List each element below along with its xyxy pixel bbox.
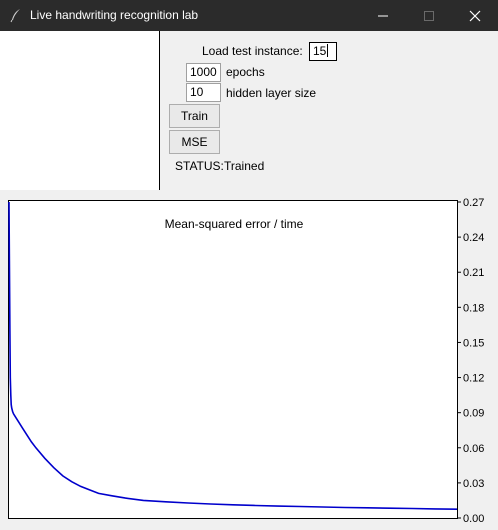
minimize-button[interactable]: [360, 0, 406, 31]
title-bar: Live handwriting recognition lab: [0, 0, 498, 31]
hidden-layer-input[interactable]: 10: [186, 83, 221, 102]
panel-divider: [159, 31, 160, 190]
hidden-layer-value: 10: [190, 85, 204, 99]
train-button[interactable]: Train: [169, 104, 220, 128]
epochs-label: epochs: [226, 65, 265, 79]
maximize-button[interactable]: [406, 0, 452, 31]
chart-title: Mean-squared error / time: [164, 217, 304, 231]
status-value: Trained: [224, 159, 265, 173]
test-instance-label: Load test instance:: [202, 44, 303, 58]
hidden-layer-label: hidden layer size: [226, 86, 317, 100]
feather-icon: [10, 9, 20, 23]
y-tick-label: 0.09: [463, 408, 484, 420]
chart-frame: Mean-squared error / time: [8, 200, 458, 519]
y-tick-label: 0.21: [463, 267, 484, 279]
y-tick-label: 0.15: [463, 337, 484, 349]
y-tick-label: 0.18: [463, 302, 484, 314]
minimize-icon: [378, 15, 388, 17]
status-label: STATUS:: [175, 159, 224, 173]
close-icon: [469, 10, 481, 22]
mse-button[interactable]: MSE: [169, 130, 220, 154]
y-tick-label: 0.12: [463, 373, 484, 385]
y-tick-label: 0.27: [463, 197, 484, 209]
y-tick-label: 0.06: [463, 443, 484, 455]
window-title: Live handwriting recognition lab: [30, 8, 199, 22]
plot-area: Mean-squared error / time 0.27 0.24 0.21 0.…: [0, 190, 498, 530]
y-tick-label: 0.24: [463, 232, 484, 244]
drawing-canvas[interactable]: [0, 31, 159, 190]
epochs-value: 1000: [190, 65, 217, 79]
epochs-input[interactable]: 1000: [186, 63, 221, 82]
test-instance-input[interactable]: 15: [309, 42, 337, 61]
test-instance-value: 15: [313, 44, 327, 58]
text-caret: [327, 44, 329, 57]
y-tick-label: 0.03: [463, 478, 484, 490]
mse-series-line: [8, 201, 458, 510]
mse-chart: 0.27 0.24 0.21 0.18 0.15 0.12 0.09 0.06 0.03 0.00: [8, 197, 484, 525]
y-tick-label: 0.00: [463, 513, 484, 525]
maximize-icon: [424, 11, 434, 21]
close-button[interactable]: [452, 0, 498, 31]
